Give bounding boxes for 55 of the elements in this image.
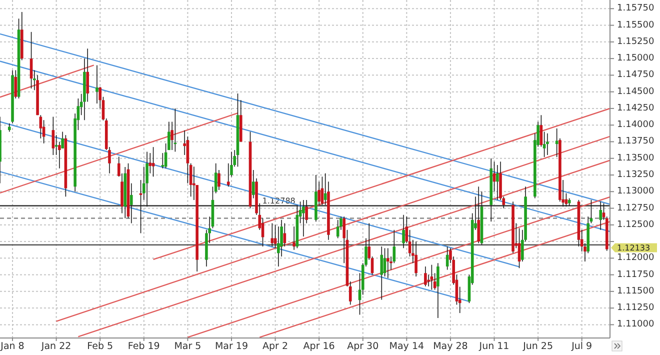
candlestick — [380, 246, 384, 300]
x-tick-label: Jan 22 — [40, 341, 72, 352]
candlestick — [555, 128, 558, 158]
y-tick-label: 1.11500 — [617, 286, 654, 296]
x-tick-label: Mar 5 — [174, 341, 202, 352]
candlestick — [152, 146, 155, 178]
y-tick-label: 1.12000 — [617, 253, 654, 264]
x-tick-label: Apr 16 — [303, 341, 335, 352]
x-tick-label: Mar 19 — [214, 341, 248, 352]
y-tick-label: 1.13250 — [617, 170, 654, 180]
x-tick-label: Apr 2 — [262, 341, 288, 352]
candlestick — [86, 48, 89, 102]
x-tick-label: Feb 5 — [87, 341, 114, 352]
y-tick-label: 1.14000 — [617, 120, 654, 130]
x-tick-label: May 14 — [389, 341, 424, 352]
candlestick — [402, 214, 405, 249]
candlestick — [414, 241, 418, 277]
text: 1.12133 — [617, 243, 650, 252]
y-tick-label: 1.11250 — [617, 303, 654, 314]
y-tick-label: 1.12500 — [617, 220, 654, 230]
y-tick-label: 1.13000 — [617, 186, 654, 197]
candlestick — [302, 200, 305, 237]
y-tick-label: 1.14250 — [617, 103, 654, 114]
y-tick-label: 1.11750 — [617, 270, 654, 280]
x-tick-label: May 28 — [433, 341, 468, 352]
candlestick — [430, 264, 434, 290]
y-tick-label: 1.15000 — [617, 54, 654, 64]
y-tick-label: 1.11000 — [617, 320, 654, 330]
candlestick — [96, 64, 98, 104]
candlestick — [14, 70, 18, 99]
candlestick — [496, 164, 499, 200]
y-tick-label: 1.14500 — [617, 86, 654, 97]
candlestick — [146, 151, 148, 207]
x-tick-label: Jul 9 — [570, 341, 592, 352]
y-tick-label: 1.12750 — [617, 203, 654, 214]
x-tick-label: Feb 19 — [128, 341, 160, 352]
y-tick-label: 1.15500 — [617, 20, 654, 30]
candlestick — [424, 266, 427, 287]
y-tick-label: 1.15250 — [617, 36, 654, 47]
candlestick — [292, 226, 296, 250]
candlestick — [546, 133, 549, 156]
candlestick — [130, 182, 133, 224]
y-tick-label: 1.15750 — [617, 4, 654, 14]
y-tick-label: 1.13750 — [617, 136, 654, 147]
y-tick-label: 1.14750 — [617, 70, 654, 80]
candlestick — [599, 201, 602, 230]
x-tick-label: Jun 25 — [522, 341, 554, 352]
candlestick — [436, 262, 440, 318]
candlestick — [386, 248, 390, 279]
candlestick — [52, 116, 55, 156]
candlestick — [477, 186, 480, 244]
x-tick-label: Jun 11 — [478, 341, 510, 352]
y-tick-label: 1.13500 — [617, 153, 654, 164]
x-tick-label: Jan 8 — [0, 341, 24, 352]
x-tick-label: Apr 30 — [347, 341, 379, 352]
